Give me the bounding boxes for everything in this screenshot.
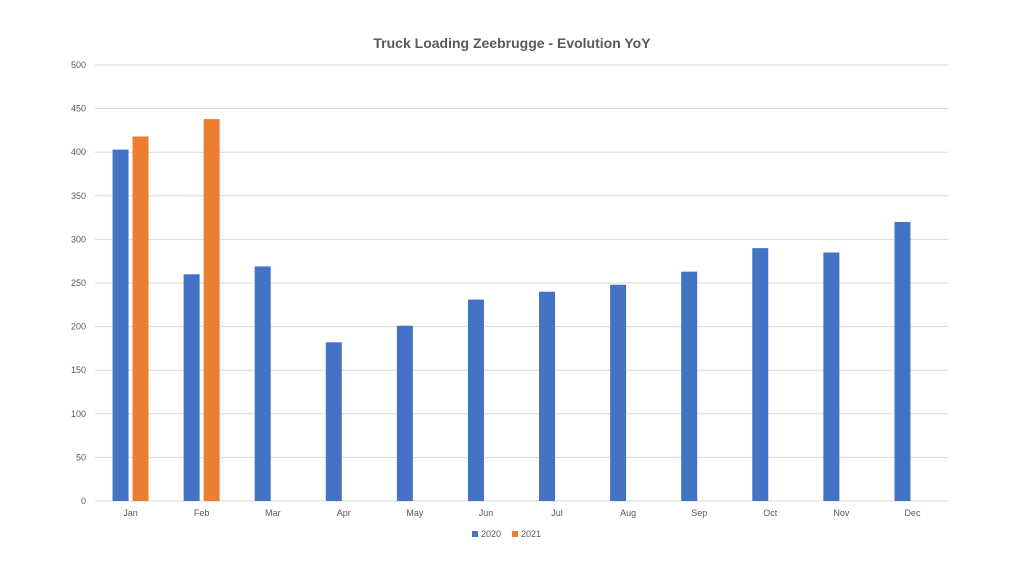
y-tick-label: 250 (71, 278, 86, 288)
bar-2021-jan (132, 136, 149, 501)
bar-2020-jul (539, 291, 556, 501)
x-tick-label: Sep (691, 508, 707, 518)
y-tick-label: 200 (71, 322, 86, 332)
x-tick-label: Nov (833, 508, 850, 518)
y-tick-label: 50 (76, 452, 86, 462)
x-tick-label: Oct (763, 508, 778, 518)
bar-2020-dec (894, 221, 911, 501)
x-tick-label: Aug (620, 508, 636, 518)
bar-2020-oct (752, 248, 769, 501)
bar-2020-jun (467, 299, 484, 501)
x-tick-label: Jul (551, 508, 563, 518)
legend: 2020 2021 (472, 529, 541, 539)
y-tick-label: 500 (71, 60, 86, 70)
bar-2020-nov (823, 252, 840, 501)
y-tick-label: 0 (81, 496, 86, 506)
bar-2020-jan (112, 149, 129, 502)
legend-label-2020: 2020 (481, 529, 501, 539)
y-axis-ticks: 0 50 100 150 200 250 300 350 400 450 500 (71, 60, 86, 506)
bar-2020-aug (610, 284, 627, 501)
x-tick-label: Feb (194, 508, 210, 518)
x-tick-label: Dec (904, 508, 921, 518)
bars (112, 119, 911, 502)
y-tick-label: 450 (71, 104, 86, 114)
y-tick-label: 300 (71, 234, 86, 244)
y-tick-label: 400 (71, 147, 86, 157)
x-tick-label: May (406, 508, 424, 518)
legend-swatch-2020 (472, 531, 478, 537)
x-tick-label: Mar (265, 508, 281, 518)
bar-2020-apr (325, 342, 342, 501)
legend-label-2021: 2021 (521, 529, 541, 539)
legend-swatch-2021 (512, 531, 518, 537)
gridlines (95, 64, 948, 502)
bar-2020-sep (681, 271, 698, 501)
y-tick-label: 350 (71, 191, 86, 201)
x-axis-ticks: Jan Feb Mar Apr May Jun Jul Aug Sep Oct Nov Dec (123, 508, 921, 518)
chart-title: Truck Loading Zeebrugge - Evolution YoY (373, 35, 651, 51)
bar-2021-feb (203, 119, 220, 502)
x-tick-label: Jan (123, 508, 138, 518)
bar-2020-mar (254, 266, 271, 501)
x-tick-label: Apr (337, 508, 351, 518)
x-tick-label: Jun (479, 508, 494, 518)
bar-2020-feb (183, 274, 200, 501)
y-tick-label: 150 (71, 365, 86, 375)
y-tick-label: 100 (71, 409, 86, 419)
bar-2020-may (396, 325, 413, 501)
